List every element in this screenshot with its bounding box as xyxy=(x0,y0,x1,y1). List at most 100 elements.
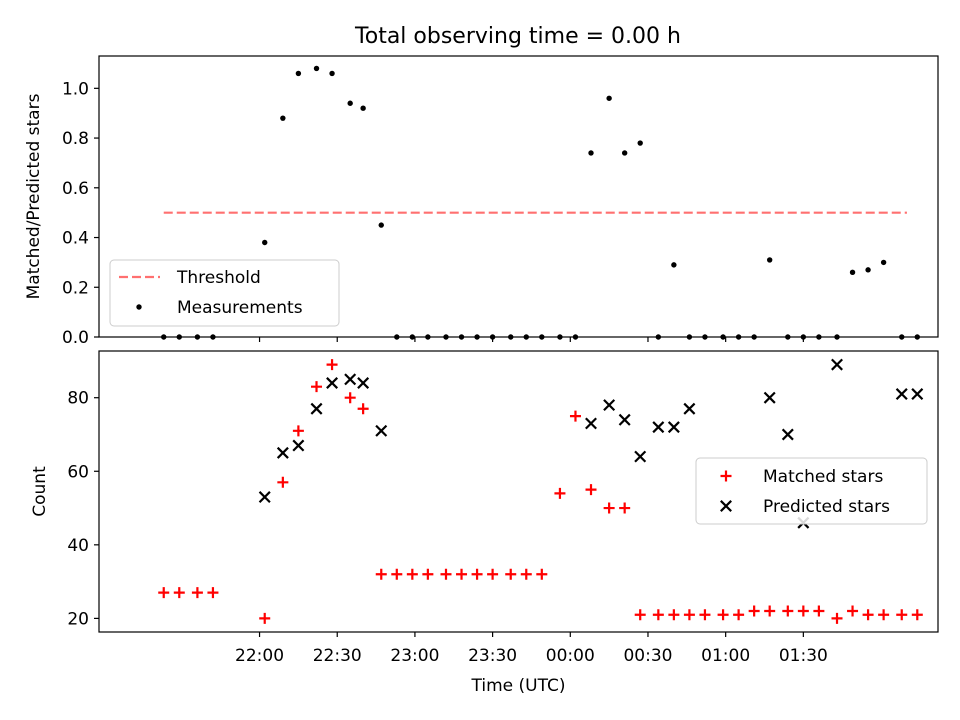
predicted-star-point xyxy=(634,450,647,463)
matched-star-point xyxy=(634,609,646,621)
matched-star-point xyxy=(344,392,356,404)
matched-star-point xyxy=(520,568,532,580)
matched-star-point xyxy=(717,609,729,621)
top-points-layer xyxy=(161,65,920,340)
legend-threshold-label: Threshold xyxy=(176,268,261,288)
matched-star-point xyxy=(911,609,923,621)
predicted-star-point xyxy=(618,413,631,426)
matched-star-point xyxy=(440,568,452,580)
x-tick-label: 22:00 xyxy=(235,646,284,666)
bottom-points-layer xyxy=(158,358,924,624)
legend-box xyxy=(695,457,928,525)
x-tick-label: 01:00 xyxy=(701,646,750,666)
measurement-point xyxy=(295,70,302,77)
predicted-star-point xyxy=(831,358,843,371)
y-tick-label: 1.0 xyxy=(62,79,89,99)
predicted-star-point xyxy=(781,428,794,441)
matched-star-point xyxy=(668,609,680,621)
y-tick-label: 0.2 xyxy=(62,278,89,298)
bottom-axes-layer: 20 40 60 80 22:00 22:30 23:00 23:30 00:00 00:30 01… xyxy=(30,350,939,696)
legend-predicted-label: Predicted stars xyxy=(763,497,890,517)
figure-title: Total observing time = 0.00 h xyxy=(354,24,681,49)
measurement-point xyxy=(347,100,353,106)
matched-star-point xyxy=(569,410,581,422)
matched-star-point xyxy=(797,605,809,617)
predicted-star-point xyxy=(258,491,271,503)
y-tick-label: 60 xyxy=(67,462,89,482)
legend-matched-label: Matched stars xyxy=(763,467,883,487)
matched-star-point xyxy=(207,587,219,599)
matched-star-point xyxy=(813,605,825,617)
y-tick-label: 0.6 xyxy=(62,179,89,199)
x-tick-label: 23:30 xyxy=(468,646,517,666)
matched-star-point xyxy=(191,587,203,599)
y-axis-label: Count xyxy=(30,466,50,517)
matched-star-point xyxy=(173,587,185,599)
matched-star-point xyxy=(764,605,776,617)
matched-star-point xyxy=(554,487,566,499)
predicted-star-point xyxy=(292,439,305,452)
matched-star-point xyxy=(471,568,483,580)
top-panel: 0.0 0.2 0.4 0.6 0.8 1.0 Matched/Predicted star… xyxy=(24,55,939,348)
predicted-star-point xyxy=(585,417,597,430)
matched-star-point xyxy=(311,381,323,393)
legend-measurements-swatch xyxy=(136,304,142,310)
top-legend: Threshold Measurements xyxy=(109,259,340,327)
matched-star-point xyxy=(375,568,387,580)
measurement-point xyxy=(637,140,643,146)
measurement-point xyxy=(621,150,628,156)
predicted-star-point xyxy=(310,402,323,415)
predicted-star-point xyxy=(911,388,924,401)
matched-star-point xyxy=(619,502,631,514)
matched-star-point xyxy=(896,609,908,621)
y-tick-label: 40 xyxy=(67,536,89,556)
matched-star-point xyxy=(259,612,271,624)
matched-star-point xyxy=(357,403,369,415)
legend-measurements-label: Measurements xyxy=(177,298,303,318)
matched-star-point xyxy=(652,609,664,621)
top-axes-layer: 0.0 0.2 0.4 0.6 0.8 1.0 Matched/Predicted star… xyxy=(24,55,939,348)
axes-frame xyxy=(98,55,939,338)
x-tick-label: 00:00 xyxy=(546,646,595,666)
predicted-star-point xyxy=(683,402,696,415)
measurement-point xyxy=(880,259,887,266)
axes-frame xyxy=(98,350,939,633)
matched-star-point xyxy=(326,359,338,371)
measurement-point xyxy=(588,150,594,156)
matched-star-point xyxy=(277,476,289,488)
x-tick-label: 01:30 xyxy=(779,646,828,666)
y-tick-label: 0.4 xyxy=(62,229,89,249)
legend-matched-swatch xyxy=(720,470,732,482)
y-tick-label: 80 xyxy=(67,389,89,409)
predicted-star-point xyxy=(652,421,665,434)
y-tick-label: 20 xyxy=(67,609,89,629)
measurement-point xyxy=(262,239,268,246)
y-tick-label: 0.0 xyxy=(62,328,89,348)
matched-star-point xyxy=(733,609,745,621)
measurement-point xyxy=(606,95,612,101)
x-tick-label: 23:00 xyxy=(390,646,439,666)
measurement-point xyxy=(378,222,384,228)
measurement-point xyxy=(280,115,286,121)
measurement-point xyxy=(766,257,773,263)
matched-star-point xyxy=(505,568,517,580)
predicted-star-point xyxy=(276,446,289,459)
x-tick-label: 00:30 xyxy=(623,646,672,666)
predicted-star-point xyxy=(603,399,616,412)
y-tick-label: 0.8 xyxy=(62,129,89,149)
matched-star-point xyxy=(406,568,418,580)
predicted-star-point xyxy=(344,373,357,386)
matched-star-point xyxy=(782,605,794,617)
legend-predicted-swatch xyxy=(720,500,732,512)
matched-star-point xyxy=(831,612,843,624)
matched-star-point xyxy=(683,609,695,621)
measurement-point xyxy=(360,105,366,111)
matched-star-point xyxy=(699,609,711,621)
predicted-star-point xyxy=(763,391,776,404)
matched-star-point xyxy=(391,568,403,580)
matched-star-point xyxy=(487,568,499,580)
measurement-point xyxy=(849,269,856,276)
measurement-point xyxy=(671,262,677,268)
matched-star-point xyxy=(862,609,874,621)
